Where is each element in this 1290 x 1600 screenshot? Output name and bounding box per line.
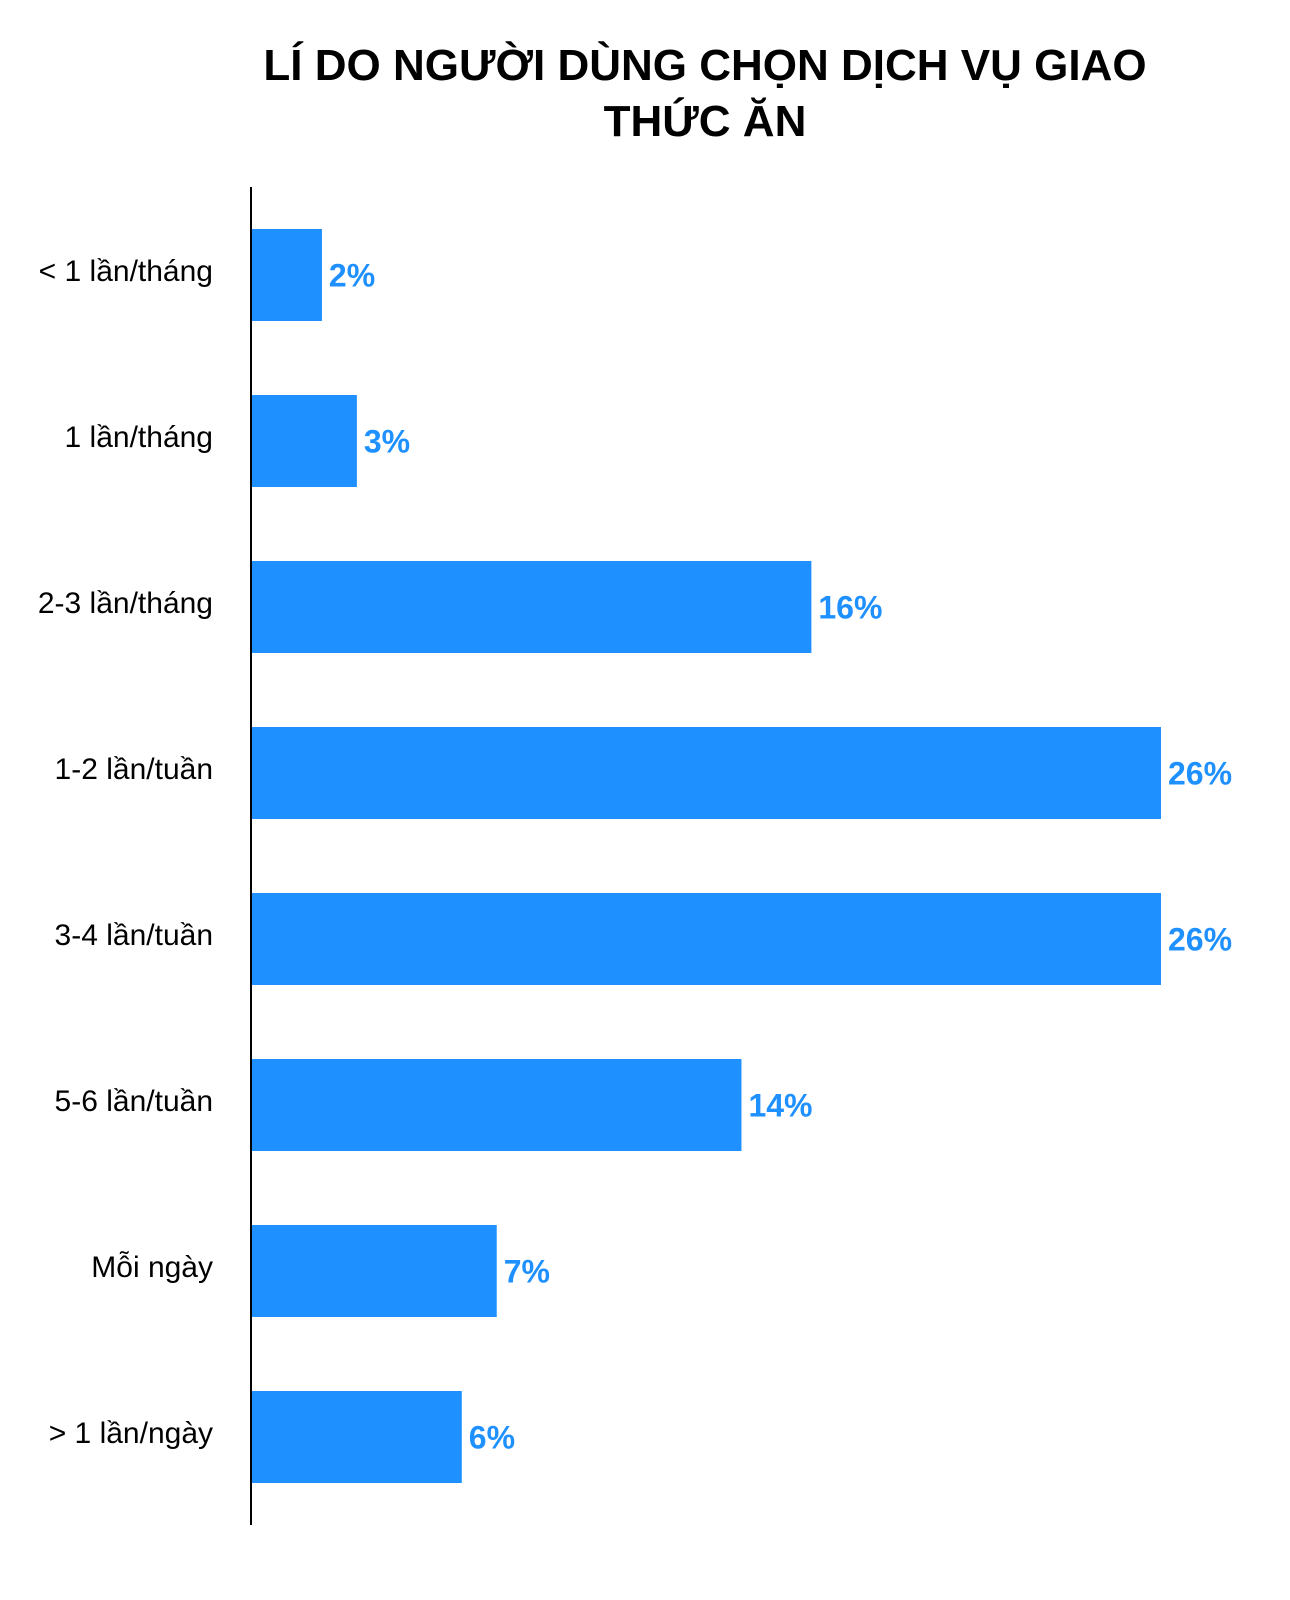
y-tick-label: 2-3 lần/tháng <box>38 587 213 620</box>
value-label: 2% <box>329 257 375 293</box>
bar <box>252 1391 462 1483</box>
value-label: 6% <box>469 1419 515 1455</box>
bar <box>252 1225 497 1317</box>
y-tick-label: 3-4 lần/tuần <box>55 919 213 952</box>
y-tick-label: 5-6 lần/tuần <box>55 1085 213 1118</box>
bar <box>252 1059 742 1151</box>
value-label: 7% <box>504 1253 550 1289</box>
bar <box>252 395 357 487</box>
y-tick-label: 1 lần/tháng <box>65 421 213 454</box>
value-label: 26% <box>1168 755 1232 791</box>
value-label: 3% <box>364 423 410 459</box>
y-tick-label: Mỗi ngày <box>91 1251 213 1284</box>
bar <box>252 727 1161 819</box>
value-label: 26% <box>1168 921 1232 957</box>
y-tick-label: > 1 lần/ngày <box>49 1417 213 1450</box>
value-label: 14% <box>748 1087 812 1123</box>
y-tick-label: < 1 lần/tháng <box>39 255 213 288</box>
bar <box>252 893 1161 985</box>
y-tick-label: 1-2 lần/tuần <box>55 753 213 786</box>
chart-title: LÍ DO NGƯỜI DÙNG CHỌN DỊCH VỤ GIAO THỨC … <box>263 41 1147 146</box>
bar <box>252 561 812 653</box>
bar <box>252 229 322 321</box>
value-label: 16% <box>818 589 882 625</box>
